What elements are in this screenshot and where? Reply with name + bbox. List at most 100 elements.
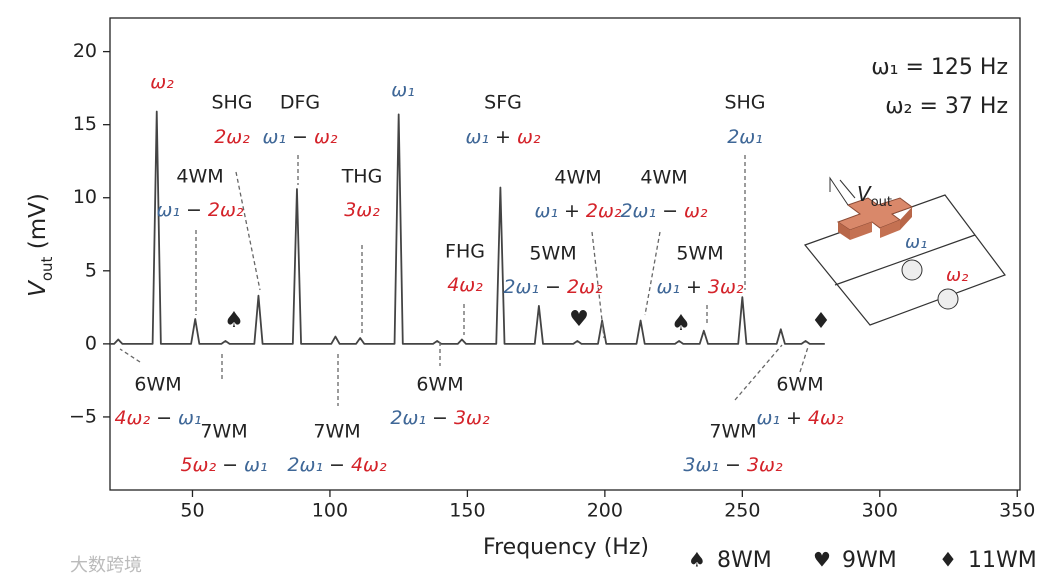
legend-label: 9WM [842,548,897,573]
leader-line [734,344,783,401]
legend-symbol: ♦ [939,548,957,572]
annotation-term: ω₂ [517,126,541,148]
annotation-operator: + [564,200,580,222]
annotation-operator: − [186,199,202,221]
x-axis-label: Frequency (Hz) [483,535,649,560]
annotation-label: 6WM [416,374,463,396]
annotation-expression: ω₁ +4ω₂ [756,407,843,429]
annotation-expression: 4ω₂ − ω₁ [114,407,201,429]
leader-line [799,346,809,373]
inset-vout-sub: out [871,195,892,210]
annotation-label: SFG [484,92,522,114]
annotation-term: ω₁ [466,126,490,148]
leader-line [644,231,661,316]
annotation-expression: 2ω₁ − ω₂ [620,200,707,222]
annotation-term: ω₁ [156,199,180,221]
annotation-operator: − [432,407,448,429]
annotation-operator: − [292,126,308,148]
annotation-operator: − [662,200,678,222]
annotation-operator: − [222,454,238,476]
y-tick-label: 5 [85,259,97,281]
watermark: 大数跨境 [70,555,142,576]
spectrum-line [110,110,825,345]
annotation-term: ω₁ [391,79,415,101]
annotation-term: ω₁ [263,126,287,148]
annotation-label: 6WM [134,374,181,396]
marker-symbol: ♦ [811,309,831,334]
annotation-term: ω₂ [150,71,174,93]
annotation-term: ω₁ [656,276,680,298]
frequency-note: ω₁ = 125 Hz [871,55,1008,80]
annotation-term: 2ω₂ [208,199,244,221]
annotation-label: 5WM [676,243,723,265]
inset-w2: ω₂ [946,265,968,286]
x-tick-label: 250 [724,500,760,522]
y-label-main: V [25,279,51,297]
plot-frame [109,17,1021,491]
inset-vout: Vout [857,182,892,211]
annotation-label: 7WM [313,421,360,443]
annotation-term: 5ω₂ [180,454,216,476]
annotation-label: 5WM [529,243,576,265]
annotation-term: 2ω₁ [727,126,763,148]
annotation-label: 4WM [554,167,601,189]
annotation-expression: 3ω₂ [344,199,380,221]
annotation-expression: ω₂ [150,71,174,93]
annotation-operator: − [156,407,172,429]
annotation-label: 6WM [776,374,823,396]
leader-line [591,231,605,339]
annotation-expression: 4ω₂ [447,274,483,296]
annotation-term: 2ω₂ [214,126,250,148]
y-axis-label: Vout (mV) [25,193,56,297]
annotation-label: SHG [724,92,765,114]
annotation-operator: + [495,126,511,148]
annotation-term: 2ω₁ [620,200,656,222]
legend-label: 8WM [717,548,772,573]
annotation-term: 2ω₁ [287,454,323,476]
annotation-term: ω₂ [314,126,338,148]
annotation-expression: ω₁ −2ω₂ [156,199,243,221]
annotation-term: 2ω₂ [567,276,603,298]
annotation-label: 4WM [640,167,687,189]
annotation-label: FHG [445,241,485,263]
annotation-term: 2ω₁ [503,276,539,298]
y-label-unit: (mV) [25,193,51,256]
annotation-term: 4ω₂ [351,454,387,476]
annotation-label: SHG [211,92,252,114]
y-tick-label: 20 [73,40,97,62]
annotation-label: 7WM [200,421,247,443]
annotation-term: 3ω₂ [454,407,490,429]
annotation-label: 7WM [709,421,756,443]
annotation-term: ω₁ [178,407,202,429]
annotation-term: 3ω₁ [683,454,719,476]
annotation-expression: 3ω₁ −3ω₂ [683,454,783,476]
annotation-operator: + [686,276,702,298]
leader-line [119,348,141,363]
annotation-expression: 5ω₂ − ω₁ [180,454,267,476]
annotation-term: ω₁ [244,454,268,476]
annotation-term: 2ω₂ [586,200,622,222]
annotation-expression: 2ω₂ [214,126,250,148]
annotation-term: 2ω₁ [390,407,426,429]
leader-line [235,171,261,291]
inset-diagram [803,176,1006,326]
marker-symbol: ♥ [569,307,589,332]
frequency-note: ω₂ = 37 Hz [885,94,1008,119]
annotation-label: 4WM [176,166,223,188]
annotation-term: ω₂ [684,200,708,222]
annotation-expression: 2ω₁ [727,126,763,148]
annotation-expression: ω₁ [391,79,415,101]
y-tick-label: −5 [69,405,97,427]
x-tick-label: 200 [587,500,623,522]
annotation-label: DFG [280,92,320,114]
x-tick-label: 300 [862,500,898,522]
y-tick-label: 10 [73,186,97,208]
annotation-term: 3ω₂ [747,454,783,476]
annotation-operator: − [545,276,561,298]
y-tick-label: 0 [85,332,97,354]
annotation-term: 3ω₂ [708,276,744,298]
annotation-term: 4ω₂ [114,407,150,429]
y-label-sub: out [38,256,56,281]
y-tick-label: 15 [73,113,97,135]
